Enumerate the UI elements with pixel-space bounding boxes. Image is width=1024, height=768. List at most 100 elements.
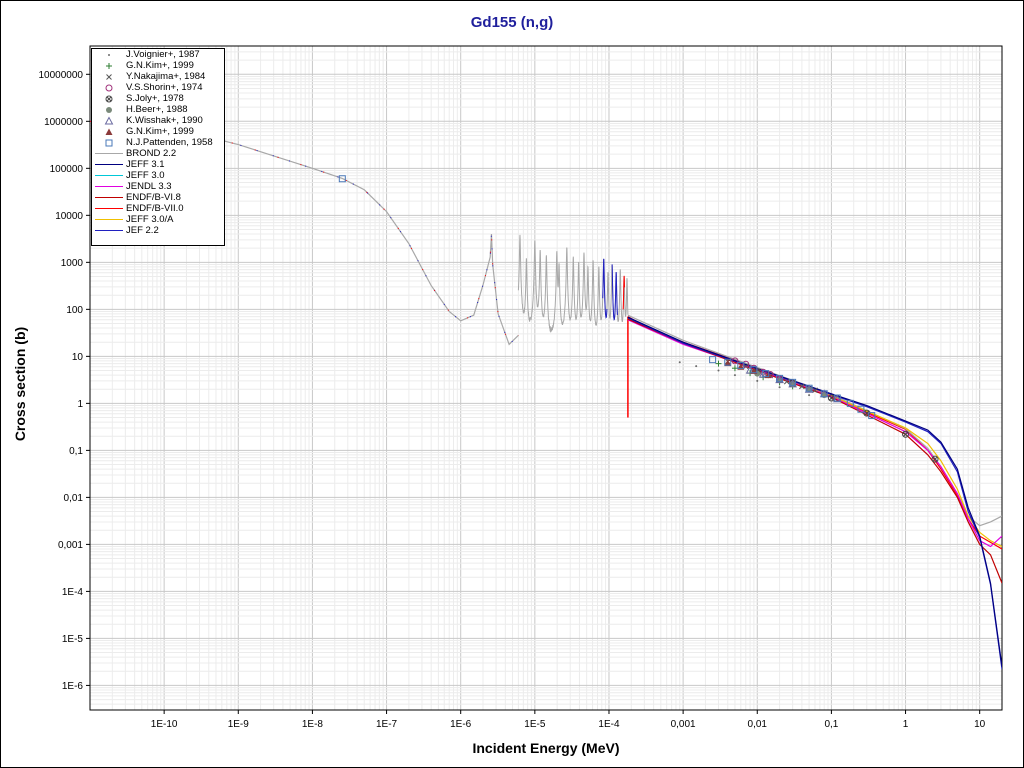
y-tick-label: 1E-6: [62, 681, 84, 692]
data-point: [737, 361, 745, 369]
data-point: [756, 379, 759, 382]
y-tick-label: 0,1: [69, 446, 83, 457]
x-tick-label: 1E-9: [228, 719, 250, 730]
data-point: [105, 128, 113, 135]
y-tick-label: 10000000: [39, 70, 84, 81]
y-tick-label: 1000000: [44, 117, 83, 128]
legend-label: J.Voignier+, 1987: [126, 49, 200, 60]
legend-marker-icon: [92, 115, 126, 126]
data-point: [338, 175, 346, 183]
data-point: [805, 384, 813, 392]
data-point: [778, 386, 781, 389]
legend-label: JEFF 3.0: [126, 170, 165, 181]
data-point: [717, 369, 720, 372]
y-tick-label: 1E-5: [62, 634, 84, 645]
legend-marker-icon: [92, 105, 126, 115]
legend-label: G.N.Kim+, 1999: [126, 60, 194, 71]
y-tick-label: 1E-4: [62, 587, 84, 598]
legend-label: H.Beer+, 1988: [126, 104, 188, 115]
data-point: [788, 379, 797, 388]
x-tick-label: 1: [903, 719, 909, 730]
legend-line-swatch: [95, 208, 123, 209]
plot-area: [90, 46, 1002, 710]
data-point: [799, 383, 805, 390]
x-tick-label: 1E-6: [450, 719, 472, 730]
y-tick-label: 0,01: [64, 493, 84, 504]
x-tick-label: 0,001: [671, 719, 696, 730]
legend-item: K.Wisshak+, 1990: [92, 115, 224, 126]
data-point: [105, 139, 113, 146]
legend-item: Y.Nakajima+, 1984: [92, 71, 224, 82]
legend-marker-icon: [92, 94, 126, 104]
legend-line-swatch: [95, 197, 123, 198]
legend-item: G.N.Kim+, 1999: [92, 126, 224, 137]
legend-marker-icon: [92, 83, 126, 93]
legend-item: S.Joly+, 1978: [92, 93, 224, 104]
data-point: [812, 387, 818, 394]
legend-item: ENDF/B-VI.8: [92, 192, 224, 203]
legend-marker-icon: [92, 138, 126, 148]
data-point: [106, 106, 112, 113]
data-point: [762, 370, 770, 378]
data-point: [750, 366, 758, 374]
legend-item: JEF 2.2: [92, 225, 224, 236]
y-tick-label: 1: [77, 399, 83, 410]
data-point: [775, 375, 784, 384]
y-tick-label: 100000: [50, 164, 84, 175]
legend-label: S.Joly+, 1978: [126, 93, 184, 104]
legend-item: JEFF 3.0/A: [92, 214, 224, 225]
y-tick-label: 10000: [55, 211, 83, 222]
data-point: [108, 53, 110, 56]
x-tick-label: 1E-5: [524, 719, 546, 730]
plot-border: [89, 45, 1003, 711]
legend-line-swatch: [95, 219, 123, 220]
legend-label: G.N.Kim+, 1999: [126, 126, 194, 137]
legend-line-swatch: [95, 153, 123, 154]
data-point: [833, 394, 841, 402]
data-point: [820, 390, 828, 398]
data-point: [742, 360, 750, 368]
data-point: [931, 455, 939, 463]
x-axis-label: Incident Energy (MeV): [472, 740, 620, 756]
legend: J.Voignier+, 1987 G.N.Kim+, 1999 Y.Nakajim…: [91, 48, 225, 246]
y-tick-label: 0,001: [58, 540, 83, 551]
data-point: [789, 378, 797, 386]
legend-marker-icon: [92, 50, 126, 60]
data-point: [733, 374, 736, 377]
chart-title: Gd155 (n,g): [470, 14, 554, 31]
data-point: [678, 361, 681, 364]
y-tick-label: 100: [66, 305, 83, 316]
data-point: [846, 399, 854, 407]
data-point: [863, 409, 871, 417]
data-point: [105, 95, 113, 102]
legend-label: BROND 2.2: [126, 148, 177, 159]
legend-item: N.J.Pattenden, 1958: [92, 137, 224, 148]
legend-item: J.Voignier+, 1987: [92, 49, 224, 60]
legend-label: N.J.Pattenden, 1958: [126, 137, 213, 148]
resonance-curve: [517, 234, 629, 333]
legend-label: JENDL 3.3: [126, 181, 172, 192]
data-point: [832, 394, 842, 403]
experimental-points: [338, 175, 939, 463]
data-point: [105, 84, 113, 91]
legend-marker-icon: [92, 72, 126, 82]
legend-label: K.Wisshak+, 1990: [126, 115, 203, 126]
resonance-fragment-blue: [611, 264, 618, 321]
legend-item: JEFF 3.1: [92, 159, 224, 170]
data-point: [808, 394, 811, 397]
x-tick-label: 10: [974, 719, 986, 730]
legend-line-swatch: [95, 186, 123, 187]
legend-marker-icon: [92, 127, 126, 137]
legend-label: JEFF 3.1: [126, 159, 165, 170]
data-point: [776, 374, 784, 382]
legend-marker-icon: [92, 61, 126, 71]
data-point: [106, 73, 112, 80]
legend-item: JENDL 3.3: [92, 181, 224, 192]
y-grid: [90, 45, 1002, 711]
legend-item: V.S.Shorin+, 1974: [92, 82, 224, 93]
legend-line-swatch: [95, 164, 123, 165]
y-axis-label: Cross section (b): [12, 326, 28, 442]
data-point: [695, 365, 698, 368]
data-point: [104, 115, 114, 124]
